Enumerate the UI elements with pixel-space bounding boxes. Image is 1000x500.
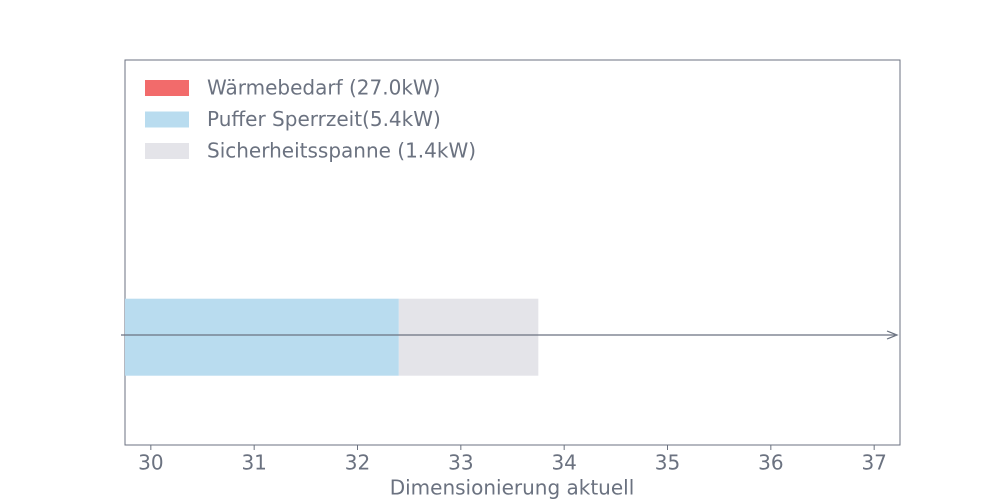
x-tick-label: 31 bbox=[241, 451, 266, 475]
legend-label: Wärmebedarf (27.0kW) bbox=[207, 76, 440, 100]
legend-swatch bbox=[145, 143, 189, 159]
x-axis-label: Dimensionierung aktuell bbox=[390, 476, 635, 500]
x-tick-label: 32 bbox=[345, 451, 370, 475]
plot-frame bbox=[124, 59, 901, 446]
bar-segment bbox=[398, 298, 539, 376]
x-tick-label: 33 bbox=[448, 451, 473, 475]
legend-label: Sicherheitsspanne (1.4kW) bbox=[207, 139, 476, 163]
legend-label: Puffer Sperrzeit(5.4kW) bbox=[207, 107, 441, 131]
legend-swatch bbox=[145, 111, 189, 128]
bars bbox=[125, 298, 539, 376]
x-tick-label: 34 bbox=[551, 451, 576, 475]
bar-segment bbox=[125, 298, 399, 376]
x-tick-label: 36 bbox=[758, 451, 783, 475]
x-tick-label: 37 bbox=[861, 451, 886, 475]
x-tick-label: 30 bbox=[138, 451, 163, 475]
x-tick-label: 35 bbox=[655, 451, 680, 475]
legend-swatch bbox=[145, 80, 189, 96]
arrow-head bbox=[886, 330, 899, 340]
